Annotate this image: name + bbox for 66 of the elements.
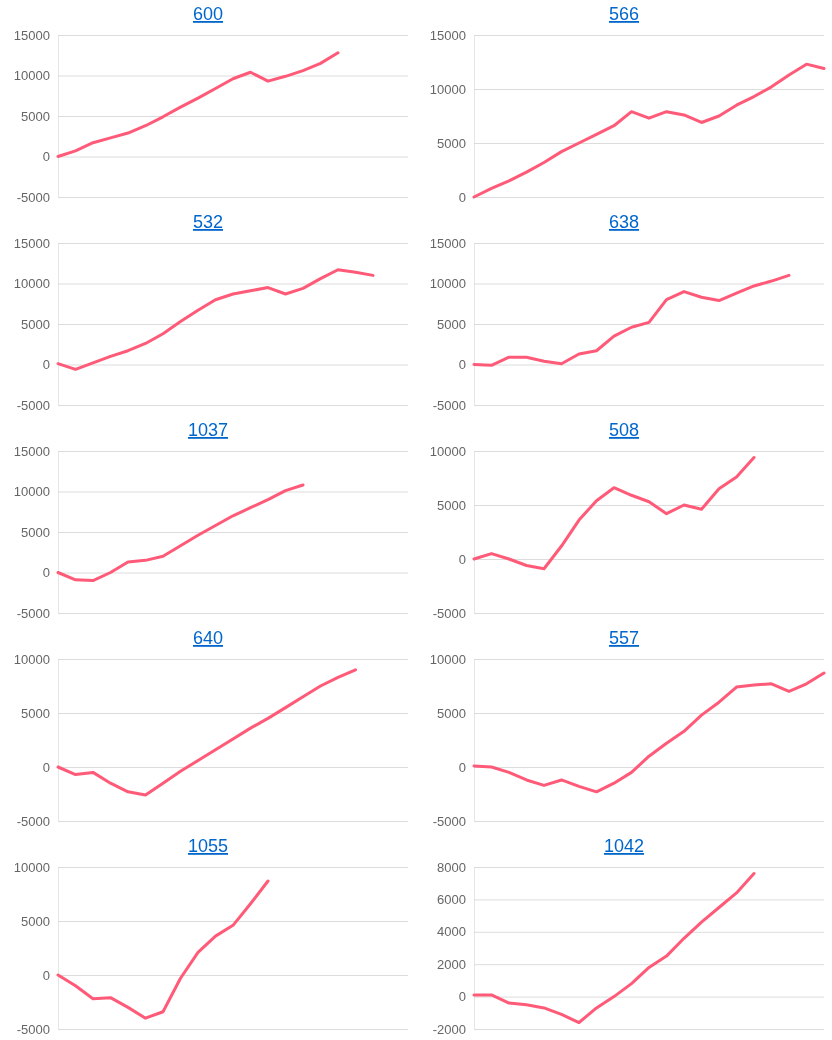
y-tick-label: 0 <box>42 357 50 373</box>
y-tick-label: 5000 <box>437 135 466 151</box>
chart-title: 640 <box>192 628 224 648</box>
line-series <box>472 871 756 1025</box>
y-tick-label: 15000 <box>429 27 466 43</box>
y-tick-label: -5000 <box>432 605 466 621</box>
y-tick-label: 5000 <box>21 913 50 929</box>
y-tick-label: 0 <box>458 551 466 567</box>
chart-title: 566 <box>608 4 640 24</box>
y-tick-label: 4000 <box>437 924 466 940</box>
y-tick-label: 5000 <box>437 316 466 332</box>
chart-title: 1037 <box>187 420 229 440</box>
y-tick-label: -5000 <box>16 605 50 621</box>
y-tick-label: 5000 <box>21 524 50 540</box>
y-tick-label: 2000 <box>437 956 466 972</box>
chart-title: 1042 <box>603 836 645 856</box>
line-series <box>472 62 826 199</box>
y-tick-label: 6000 <box>437 892 466 908</box>
y-tick-label: 10000 <box>13 68 50 84</box>
y-tick-label: 10000 <box>13 859 50 875</box>
y-tick-label: -5000 <box>432 813 466 829</box>
y-tick-label: 10000 <box>429 443 466 459</box>
y-tick-label: 15000 <box>429 235 466 251</box>
y-tick-label: 0 <box>458 759 466 775</box>
y-tick-label: 5000 <box>21 316 50 332</box>
y-tick-label: 5000 <box>437 705 466 721</box>
chart-title: 532 <box>192 212 224 232</box>
y-tick-label: 15000 <box>13 27 50 43</box>
y-tick-label: 10000 <box>13 651 50 667</box>
y-tick-label: 10000 <box>429 651 466 667</box>
chart-title: 508 <box>608 420 640 440</box>
y-tick-label: 5000 <box>437 497 466 513</box>
y-tick-label: -5000 <box>16 813 50 829</box>
y-tick-label: 10000 <box>13 484 50 500</box>
line-series <box>56 879 270 1020</box>
y-tick-label: 5000 <box>21 705 50 721</box>
y-tick-label: -5000 <box>16 397 50 413</box>
chart-title: 638 <box>608 212 640 232</box>
y-tick-label: 10000 <box>429 276 466 292</box>
y-tick-label: -5000 <box>16 1021 50 1037</box>
line-series <box>472 455 756 571</box>
y-tick-label: 0 <box>42 759 50 775</box>
line-series <box>56 483 305 583</box>
y-tick-label: 5000 <box>21 108 50 124</box>
y-tick-label: -5000 <box>16 189 50 205</box>
y-tick-label: 0 <box>458 357 466 373</box>
line-series <box>56 268 375 371</box>
y-tick-label: 0 <box>42 967 50 983</box>
y-tick-label: -2000 <box>432 1021 466 1037</box>
y-tick-label: 10000 <box>13 276 50 292</box>
chart-title: 1055 <box>187 836 229 856</box>
y-tick-label: 0 <box>458 189 466 205</box>
line-series <box>472 671 826 794</box>
line-series <box>56 51 340 158</box>
chart-title: 600 <box>192 4 224 24</box>
y-tick-label: 0 <box>42 565 50 581</box>
y-tick-label: 8000 <box>437 859 466 875</box>
y-tick-label: 0 <box>42 149 50 165</box>
y-tick-label: 15000 <box>13 443 50 459</box>
y-tick-label: 0 <box>458 989 466 1005</box>
y-tick-label: 15000 <box>13 235 50 251</box>
line-series <box>56 668 357 797</box>
line-series <box>472 273 791 367</box>
y-tick-label: 10000 <box>429 81 466 97</box>
y-tick-label: -5000 <box>432 397 466 413</box>
chart-title: 557 <box>608 628 640 648</box>
